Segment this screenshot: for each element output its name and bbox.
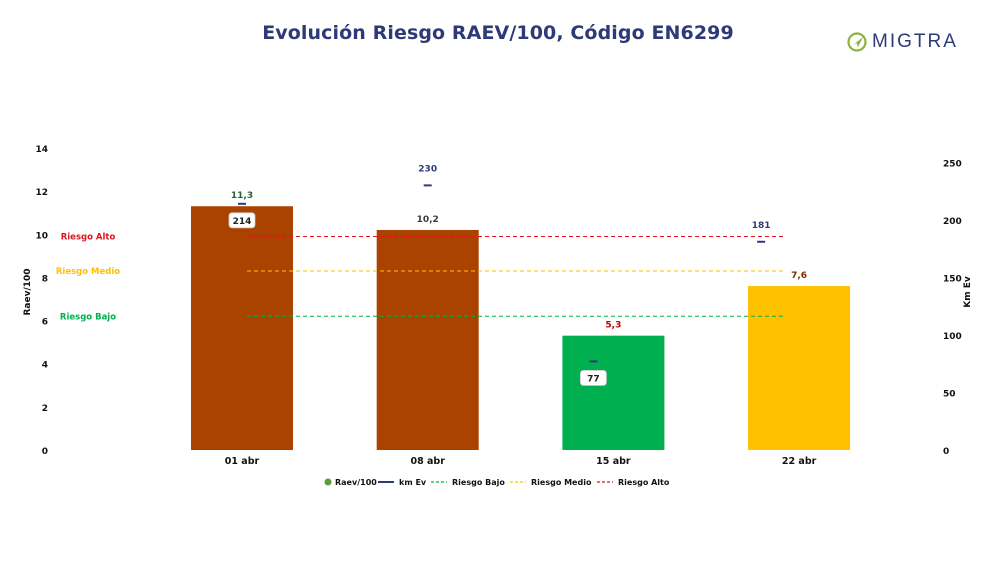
reference-label: Riesgo Bajo xyxy=(60,312,116,322)
x-category-label: 22 abr xyxy=(782,456,817,467)
y-tick-label: 2 xyxy=(42,404,48,414)
y-tick-label: 14 xyxy=(35,145,48,155)
bar-value-label: 7,6 xyxy=(791,271,807,281)
chart-title: Evolución Riesgo RAEV/100, Código EN6299 xyxy=(262,22,734,44)
bar-raev-1 xyxy=(376,229,479,450)
km-value-label: 77 xyxy=(587,374,600,384)
bar-value-label: 10,2 xyxy=(417,215,439,225)
x-category-label: 08 abr xyxy=(410,456,445,467)
km-value-label: 214 xyxy=(233,217,252,227)
bar-value-label: 5,3 xyxy=(605,321,621,331)
reference-label: Riesgo Alto xyxy=(61,232,116,242)
y2-tick-label: 100 xyxy=(943,332,962,342)
y2-tick-label: 150 xyxy=(943,274,962,284)
legend-label: km Ev xyxy=(399,478,427,487)
x-category-label: 01 abr xyxy=(225,456,260,467)
km-value-label: 230 xyxy=(418,164,437,174)
x-category-label: 15 abr xyxy=(596,456,631,467)
y-tick-label: 12 xyxy=(35,188,48,198)
logo-mark-icon xyxy=(847,32,867,52)
y2-tick-label: 200 xyxy=(943,217,962,227)
legend-swatch-dot xyxy=(324,478,332,486)
y2-tick-label: 0 xyxy=(943,447,949,457)
logo-text: MIGTRA xyxy=(872,31,958,52)
y-tick-label: 4 xyxy=(42,361,48,371)
y-tick-label: 0 xyxy=(42,447,48,457)
y-axis-title: Raev/100 xyxy=(23,268,33,315)
bar-raev-3 xyxy=(748,286,851,450)
y2-tick-label: 250 xyxy=(943,159,962,169)
km-value-label: 181 xyxy=(752,221,771,231)
y-tick-label: 6 xyxy=(42,318,48,328)
legend-label: Raev/100 xyxy=(335,478,377,487)
reference-label: Riesgo Medio xyxy=(56,267,120,277)
legend-label: Riesgo Bajo xyxy=(452,478,505,487)
km-label-box xyxy=(228,212,256,229)
migtra-logo: MIGTRA xyxy=(846,29,958,55)
y2-tick-label: 50 xyxy=(943,389,956,399)
y-tick-label: 10 xyxy=(35,231,48,241)
km-label-box xyxy=(580,370,607,386)
y2-axis-title: Km Ev xyxy=(963,276,973,308)
bar-value-label: 11,3 xyxy=(231,191,253,201)
y-tick-label: 8 xyxy=(42,274,48,284)
bar-raev-2 xyxy=(562,335,665,450)
legend-label: Riesgo Alto xyxy=(618,478,670,487)
legend-label: Riesgo Medio xyxy=(531,478,592,487)
bar-raev-0 xyxy=(191,206,293,450)
